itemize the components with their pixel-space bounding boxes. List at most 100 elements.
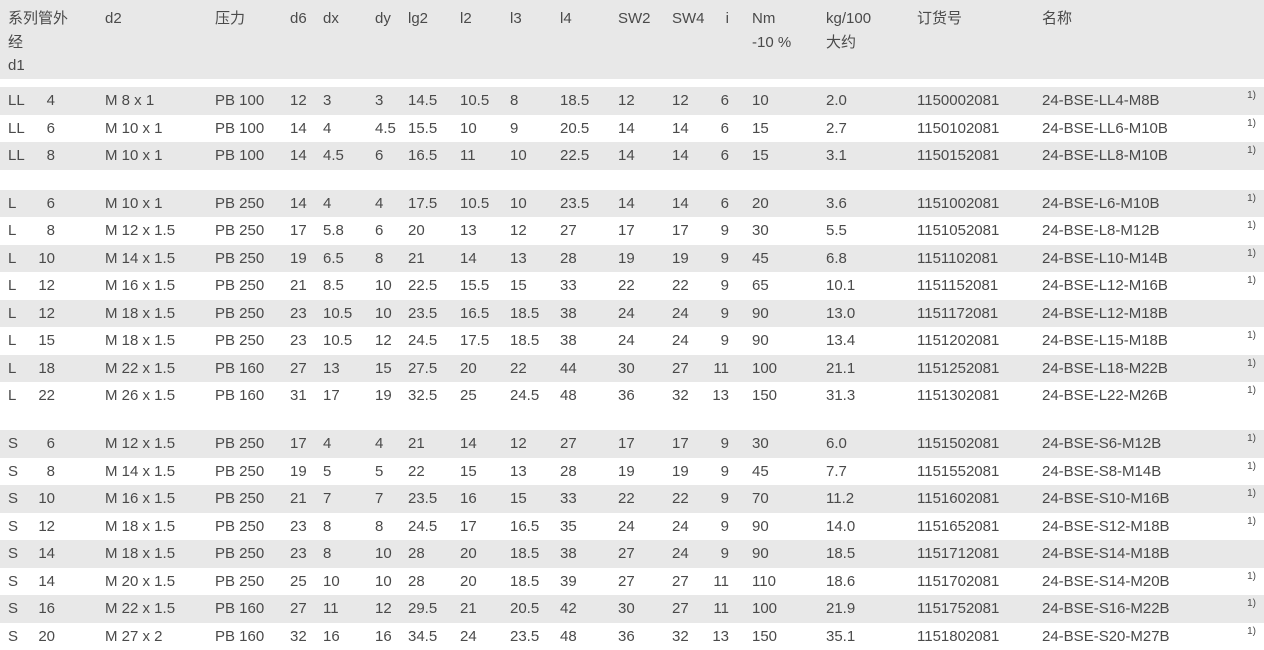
cell-series: L	[8, 300, 16, 328]
cell-d1: 12	[18, 300, 55, 328]
cell-name: 24-BSE-S20-M27B	[1042, 623, 1170, 650]
cell-dy: 7	[375, 485, 383, 513]
header-d2: d2	[105, 7, 122, 31]
cell-l3: 18.5	[510, 300, 539, 328]
cell-d2: M 20 x 1.5	[105, 568, 175, 596]
cell-d1: 16	[18, 595, 55, 623]
cell-order: 1150002081	[917, 87, 999, 115]
cell-nm: 15	[752, 115, 769, 143]
cell-kg: 2.7	[826, 115, 847, 143]
cell-l2: 11	[460, 142, 476, 170]
cell-nm: 30	[752, 217, 769, 245]
cell-sw2: 17	[618, 430, 635, 458]
cell-i: 11	[698, 355, 729, 383]
cell-sw2: 14	[618, 115, 635, 143]
cell-pressure: PB 160	[215, 382, 264, 410]
cell-lg2: 22	[408, 458, 425, 486]
cell-order: 1151252081	[917, 355, 999, 383]
cell-kg: 18.5	[826, 540, 855, 568]
cell-pressure: PB 160	[215, 623, 264, 650]
cell-dx: 3	[323, 87, 331, 115]
cell-l3: 12	[510, 217, 527, 245]
cell-dx: 6.5	[323, 245, 344, 273]
cell-dx: 10.5	[323, 300, 352, 328]
cell-lg2: 23.5	[408, 485, 437, 513]
cell-sw4: 24	[672, 300, 689, 328]
cell-order: 1151152081	[917, 272, 998, 300]
cell-i: 9	[698, 540, 729, 568]
cell-nm: 110	[752, 568, 776, 596]
cell-fn: 1)	[1247, 489, 1256, 499]
cell-i: 11	[698, 568, 729, 596]
cell-l2: 20	[460, 355, 477, 383]
cell-nm: 30	[752, 430, 769, 458]
cell-pressure: PB 100	[215, 142, 264, 170]
cell-name: 24-BSE-L15-M18B	[1042, 327, 1168, 355]
cell-d1: 10	[18, 245, 55, 273]
cell-l2: 15	[460, 458, 477, 486]
cell-fn: 1)	[1247, 517, 1256, 527]
cell-series: S	[8, 485, 18, 513]
cell-kg: 3.1	[826, 142, 847, 170]
cell-l3: 22	[510, 355, 527, 383]
cell-dx: 11	[323, 595, 339, 623]
cell-l2: 17	[460, 513, 477, 541]
cell-pressure: PB 250	[215, 272, 264, 300]
cell-dx: 4	[323, 190, 331, 218]
cell-l2: 14	[460, 430, 477, 458]
cell-d2: M 18 x 1.5	[105, 300, 175, 328]
cell-l3: 13	[510, 458, 527, 486]
cell-sw2: 22	[618, 485, 635, 513]
cell-series: S	[8, 458, 18, 486]
cell-l4: 28	[560, 458, 577, 486]
cell-l3: 12	[510, 430, 527, 458]
cell-d1: 12	[18, 272, 55, 300]
cell-d1: 14	[18, 540, 55, 568]
cell-d1: 14	[18, 568, 55, 596]
cell-dx: 17	[323, 382, 340, 410]
cell-lg2: 24.5	[408, 327, 437, 355]
cell-fn: 1)	[1247, 91, 1256, 101]
cell-sw4: 22	[672, 272, 689, 300]
header-name: 名称	[1042, 7, 1072, 31]
cell-name: 24-BSE-L12-M18B	[1042, 300, 1168, 328]
cell-lg2: 21	[408, 245, 425, 273]
header-l2: l2	[460, 7, 472, 31]
cell-l4: 42	[560, 595, 577, 623]
cell-nm: 45	[752, 245, 769, 273]
cell-dy: 8	[375, 513, 383, 541]
cell-dy: 4	[375, 430, 383, 458]
cell-d6: 23	[290, 513, 307, 541]
cell-l2: 16	[460, 485, 477, 513]
cell-dx: 13	[323, 355, 340, 383]
cell-pressure: PB 250	[215, 327, 264, 355]
cell-order: 1151802081	[917, 623, 999, 650]
cell-sw2: 27	[618, 568, 635, 596]
cell-i: 9	[698, 272, 729, 300]
cell-d2: M 8 x 1	[105, 87, 154, 115]
cell-l4: 27	[560, 430, 577, 458]
cell-dx: 7	[323, 485, 331, 513]
cell-l3: 18.5	[510, 540, 539, 568]
header-kg: kg/100 大约	[826, 7, 871, 54]
cell-sw2: 27	[618, 540, 635, 568]
cell-dy: 8	[375, 245, 383, 273]
cell-i: 9	[698, 430, 729, 458]
cell-sw4: 27	[672, 568, 689, 596]
cell-i: 6	[698, 115, 729, 143]
cell-d1: 6	[18, 190, 55, 218]
cell-l3: 18.5	[510, 327, 539, 355]
cell-lg2: 28	[408, 540, 425, 568]
cell-fn: 1)	[1247, 627, 1256, 637]
cell-sw2: 36	[618, 623, 635, 650]
section-gap	[0, 410, 1264, 431]
cell-fn: 1)	[1247, 434, 1256, 444]
cell-l2: 20	[460, 540, 477, 568]
cell-fn: 1)	[1247, 221, 1256, 231]
cell-sw2: 24	[618, 513, 635, 541]
